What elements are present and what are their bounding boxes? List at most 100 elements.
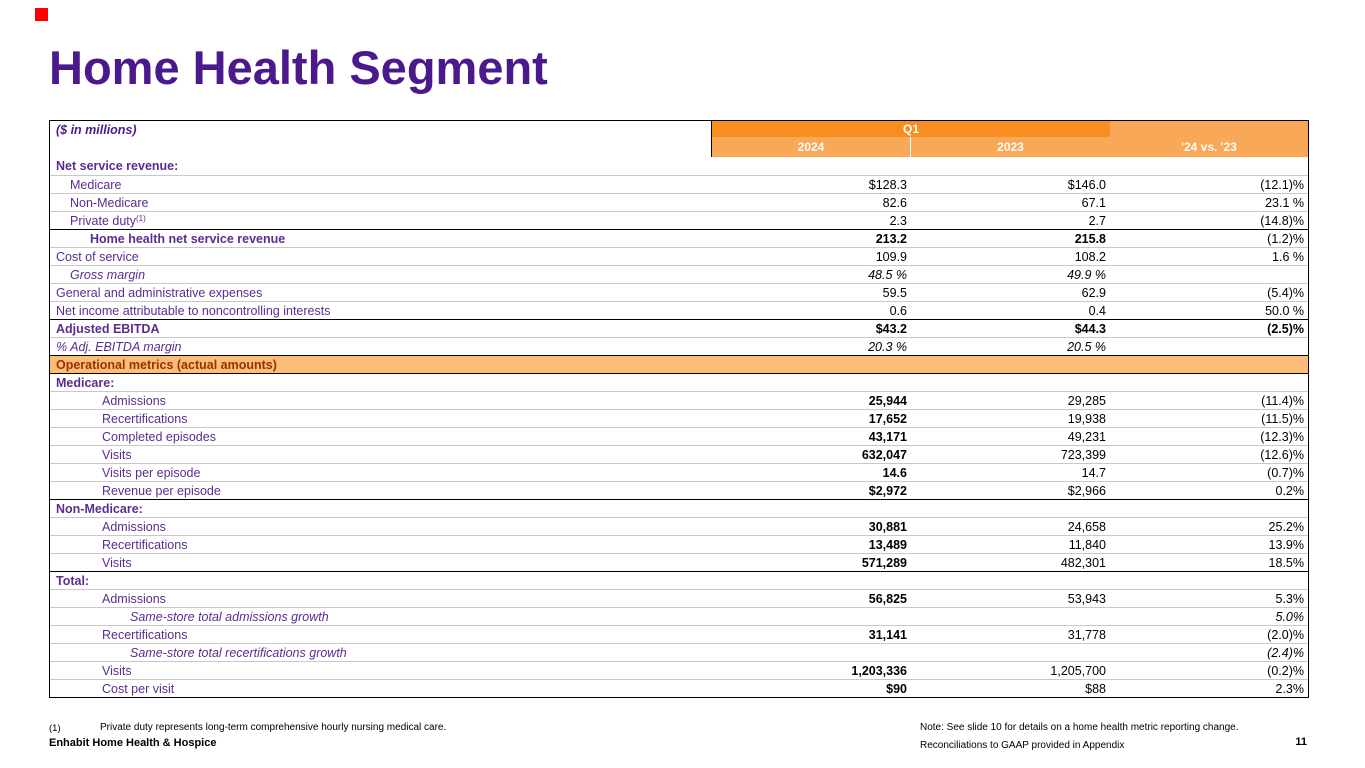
- table-row: Completed episodes 43,171 49,231 (12.3)%: [50, 427, 1308, 445]
- value-2024: 59.5: [882, 285, 907, 300]
- row-label: Private duty(1): [70, 213, 146, 228]
- value-2024: 48.5 %: [868, 267, 907, 282]
- value-2023: 53,943: [1067, 591, 1106, 606]
- value-2024: 17,652: [868, 411, 907, 426]
- value-delta: (0.7)%: [1267, 465, 1304, 480]
- operational-metrics-band: Operational metrics (actual amounts): [50, 355, 1308, 373]
- row-label: Revenue per episode: [102, 483, 221, 498]
- footnote-text: Private duty represents long-term compre…: [100, 722, 447, 733]
- table-row: Same-store total recertifications growth…: [50, 643, 1308, 661]
- page-number: 11: [1295, 736, 1307, 748]
- table-row: Visits per episode 14.6 14.7 (0.7)%: [50, 463, 1308, 481]
- value-2023: 49.9 %: [1067, 267, 1106, 282]
- brand-footer: Enhabit Home Health & Hospice: [49, 737, 217, 749]
- row-label: General and administrative expenses: [56, 285, 263, 300]
- home-health-table: ($ in millions) Q1 2024 2023 '24 vs. '23…: [49, 120, 1309, 698]
- value-delta: 2.3%: [1275, 681, 1305, 696]
- value-2024: 213.2: [875, 231, 907, 246]
- table-row: Admissions 25,944 29,285 (11.4)%: [50, 391, 1308, 409]
- row-label: Visits: [102, 663, 132, 678]
- value-2023: 20.5 %: [1067, 339, 1106, 354]
- value-delta: (2.5)%: [1267, 321, 1304, 336]
- table-row: Recertifications 13,489 11,840 13.9%: [50, 535, 1308, 553]
- table-row: Non-Medicare:: [50, 499, 1308, 517]
- row-label: Medicare:: [56, 375, 115, 390]
- value-2023: 0.4: [1088, 303, 1106, 318]
- value-2023: 24,658: [1067, 519, 1106, 534]
- table-row: Adjusted EBITDA $43.2 $44.3 (2.5)%: [50, 319, 1308, 337]
- row-label: Adjusted EBITDA: [56, 321, 160, 336]
- value-2023: $2,966: [1067, 483, 1106, 498]
- value-2024: $43.2: [875, 321, 907, 336]
- table-row: General and administrative expenses 59.5 6…: [50, 283, 1308, 301]
- row-label: Visits: [102, 447, 132, 462]
- table-row: Medicare:: [50, 373, 1308, 391]
- table-row: Medicare $128.3 $146.0 (12.1)%: [50, 175, 1308, 193]
- table-row: Total:: [50, 571, 1308, 589]
- row-label: Visits per episode: [102, 465, 201, 480]
- delta-column-group: '24 vs. '23: [1110, 121, 1308, 157]
- value-2023: 14.7: [1081, 465, 1106, 480]
- value-2023: $44.3: [1074, 321, 1106, 336]
- value-delta: 25.2%: [1268, 519, 1304, 534]
- value-2024: 2.3: [889, 213, 907, 228]
- value-2024: 1,203,336: [851, 663, 907, 678]
- table-row: Cost per visit $90 $88 2.3%: [50, 679, 1308, 697]
- value-delta: (5.4)%: [1267, 285, 1304, 300]
- value-2023: 108.2: [1074, 249, 1106, 264]
- value-2023: $88: [1085, 681, 1106, 696]
- row-label: Home health net service revenue: [90, 231, 286, 246]
- row-label: Net income attributable to noncontrollin…: [56, 303, 331, 318]
- table-row: Net service revenue:: [50, 157, 1308, 175]
- row-label: Completed episodes: [102, 429, 216, 444]
- value-delta: (11.4)%: [1261, 393, 1304, 408]
- row-label: Visits: [102, 555, 132, 570]
- value-2023: 1,205,700: [1050, 663, 1106, 678]
- table-row: Same-store total admissions growth 5.0%: [50, 607, 1308, 625]
- col-header-2024: 2024: [712, 137, 911, 157]
- row-label: Recertifications: [102, 411, 188, 426]
- value-2023: 11,840: [1068, 537, 1106, 552]
- value-delta: (12.1)%: [1260, 177, 1304, 192]
- value-2024: 571,289: [861, 555, 907, 570]
- table-row: Admissions 30,881 24,658 25.2%: [50, 517, 1308, 535]
- value-2023: 31,778: [1067, 627, 1106, 642]
- table-row: Visits 1,203,336 1,205,700 (0.2)%: [50, 661, 1308, 679]
- value-2023: 29,285: [1067, 393, 1106, 408]
- value-2024: 109.9: [875, 249, 907, 264]
- table-row: Recertifications 17,652 19,938 (11.5)%: [50, 409, 1308, 427]
- value-delta: (12.6)%: [1260, 447, 1304, 462]
- value-2024: 13,489: [868, 537, 907, 552]
- table-row: Admissions 56,825 53,943 5.3%: [50, 589, 1308, 607]
- value-delta: (0.2)%: [1267, 663, 1304, 678]
- value-2024: 25,944: [868, 393, 907, 408]
- page-title: Home Health Segment: [49, 41, 548, 94]
- table-row: Visits 571,289 482,301 18.5%: [50, 553, 1308, 571]
- row-label: Total:: [56, 573, 90, 588]
- value-delta: (1.2)%: [1267, 231, 1304, 246]
- row-label: Cost of service: [56, 249, 139, 264]
- row-label: Non-Medicare: [70, 195, 149, 210]
- table-row: Gross margin 48.5 % 49.9 %: [50, 265, 1308, 283]
- row-label: Same-store total admissions growth: [130, 609, 329, 624]
- value-2024: 0.6: [889, 303, 907, 318]
- footnote-marker: (1): [49, 723, 61, 734]
- value-2024: 56,825: [868, 591, 907, 606]
- table-body: Net service revenue: Medicare $128.3 $146.0…: [50, 157, 1308, 697]
- row-label: Recertifications: [102, 627, 188, 642]
- table-row: Net income attributable to noncontrollin…: [50, 301, 1308, 319]
- col-header-delta: '24 vs. '23: [1110, 137, 1308, 157]
- value-2023: 19,938: [1067, 411, 1106, 426]
- value-2023: 62.9: [1081, 285, 1106, 300]
- value-delta: (12.3)%: [1260, 429, 1304, 444]
- row-label: Medicare: [70, 177, 122, 192]
- table-row: Private duty(1) 2.3 2.7 (14.8)%: [50, 211, 1308, 229]
- delta-header-spacer: [1110, 121, 1308, 137]
- value-2023: 482,301: [1060, 555, 1106, 570]
- row-label: Net service revenue:: [56, 159, 179, 173]
- value-delta: (14.8)%: [1260, 213, 1304, 228]
- row-label: Admissions: [102, 591, 166, 606]
- q1-column-group: Q1 2024 2023: [712, 121, 1110, 157]
- col-header-2023: 2023: [911, 137, 1110, 157]
- value-delta: (2.4)%: [1267, 645, 1304, 660]
